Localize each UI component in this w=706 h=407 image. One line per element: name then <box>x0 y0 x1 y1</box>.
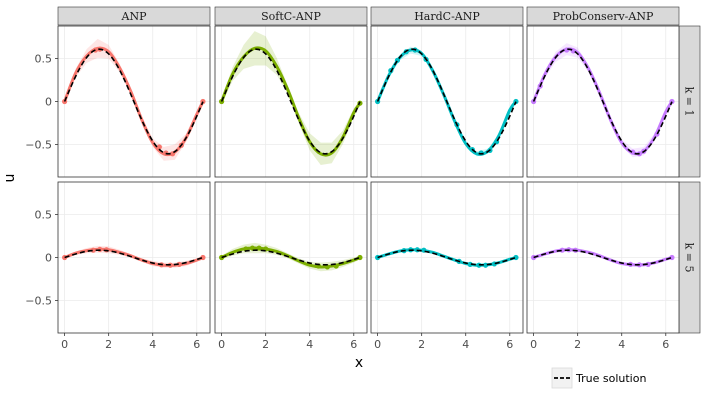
strip-label-probconserv-anp: ProbConserv-ANP <box>553 10 654 23</box>
data-point <box>669 254 675 261</box>
legend: True solution <box>551 367 646 389</box>
data-point <box>249 245 256 251</box>
strip-label-hardc-anp: HardC-ANP <box>414 10 480 23</box>
data-point <box>200 254 206 261</box>
data-point <box>564 47 570 53</box>
y-tick-label: 0.5 <box>35 209 53 222</box>
true-solution-line <box>220 48 361 155</box>
y-tick-label: 0.5 <box>35 53 53 66</box>
panel-hardc-anp-row-2 <box>370 181 524 334</box>
x-tick-label: 2 <box>418 338 425 351</box>
data-point <box>357 254 363 261</box>
y-tick-label: 0 <box>45 96 52 109</box>
x-axis-title: x <box>355 355 363 371</box>
x-tick-label: 0 <box>530 338 537 351</box>
x-tick-label: 2 <box>262 338 269 351</box>
strip-label-row-1: k = 1 <box>683 87 696 117</box>
data-point <box>97 246 103 252</box>
x-tick-label: 6 <box>506 338 513 351</box>
strip-softc-anp <box>214 6 368 26</box>
data-point <box>90 247 96 253</box>
data-point <box>630 149 636 155</box>
panel-anp-row-2 <box>57 181 211 334</box>
x-tick-label: 0 <box>61 338 68 351</box>
panel-probconserv-anp-row-1 <box>526 25 680 178</box>
x-tick-label: 2 <box>574 338 581 351</box>
strip-label-anp: ANP <box>121 10 148 23</box>
x-tick-label: 4 <box>306 338 313 351</box>
data-point <box>324 264 330 270</box>
data-point <box>219 254 225 261</box>
x-tick-label: 0 <box>374 338 381 351</box>
y-axis-title: u <box>2 174 18 183</box>
data-point <box>513 254 519 261</box>
true-solution-line <box>532 48 673 155</box>
panel-softc-anp-row-2 <box>214 181 368 334</box>
data-point <box>62 254 68 261</box>
y-tick-label: 0 <box>45 252 52 265</box>
panel-probconserv-anp-row-2 <box>526 181 680 334</box>
data-point <box>176 261 182 267</box>
data-point <box>559 247 565 253</box>
data-point <box>645 261 651 267</box>
y-tick-label: −0.5 <box>25 138 52 151</box>
data-point <box>375 254 381 261</box>
data-point <box>156 144 162 150</box>
axes: 0 2 4 6 0 2 4 6 0 2 4 6 0 2 4 6 −0.5 0 0.5 −0.5 0 0.5 <box>25 53 669 351</box>
strip-label-softc-anp: SoftC-ANP <box>261 10 321 23</box>
data-point <box>531 254 537 261</box>
strip-label-row-2: k = 5 <box>683 243 696 273</box>
x-tick-label: 0 <box>218 338 225 351</box>
x-tick-label: 6 <box>193 338 200 351</box>
panel-border <box>526 25 680 178</box>
legend-label: True solution <box>575 372 646 385</box>
strip-anp <box>57 6 211 26</box>
facet-panels: ANP SoftC-ANP HardC-ANP ProbConserv-ANP k = … <box>57 6 701 334</box>
panel-hardc-anp-row-1 <box>370 25 524 178</box>
x-tick-label: 4 <box>149 338 156 351</box>
strip-hardc-anp <box>370 6 524 26</box>
strip-probconserv-anp <box>526 6 680 26</box>
true-solution-line <box>63 48 204 155</box>
data-point <box>467 261 473 267</box>
panel-anp-row-1 <box>57 25 211 178</box>
x-tick-label: 2 <box>105 338 112 351</box>
panel-border <box>370 25 524 178</box>
x-tick-label: 4 <box>618 338 625 351</box>
data-point <box>256 245 262 251</box>
true-solution-line <box>376 48 517 155</box>
panel-border <box>526 181 680 334</box>
panel-softc-anp-row-1 <box>214 25 368 178</box>
panel-border <box>214 181 368 334</box>
x-tick-label: 6 <box>662 338 669 351</box>
x-tick-label: 6 <box>350 338 357 351</box>
x-tick-label: 4 <box>462 338 469 351</box>
panel-border <box>370 181 524 334</box>
panel-border <box>214 25 368 178</box>
y-tick-label: −0.5 <box>25 294 52 307</box>
